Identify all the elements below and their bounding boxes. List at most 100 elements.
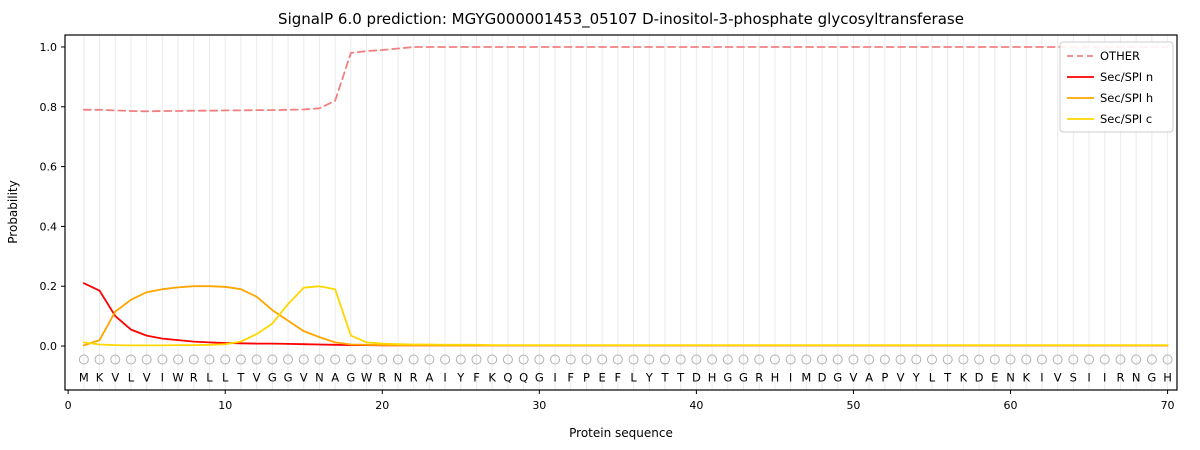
residue-letter: E [991,371,998,385]
residue-letter: I [553,371,556,385]
residue-letter: T [943,371,952,385]
residue-marker [1052,354,1063,365]
x-tick-label: 60 [1004,399,1018,412]
residue-letter: K [488,371,496,385]
legend: OTHER Sec/SPI n Sec/SPI h Sec/SPI c [1059,41,1174,133]
residue-marker [675,354,686,365]
plot-border [64,34,1178,391]
residue-marker [738,354,749,365]
y-tick-label: 1.0 [40,41,58,54]
residue-marker [644,354,655,365]
residue-marker [392,354,403,365]
residue-letter: G [535,371,544,385]
residue-marker [911,354,922,365]
series-line-sec-spi-c [82,285,1169,347]
residue-marker [550,354,561,365]
residue-marker [157,354,168,365]
residue-letter: T [236,371,245,385]
residue-letter: M [801,371,811,385]
residue-letter: F [473,371,480,385]
residue-marker [188,354,199,365]
residue-letter: I [443,371,446,385]
y-axis-label: Probability [6,180,20,243]
residue-markers [78,354,1173,365]
residue-letter: I [789,371,792,385]
residue-letter: M [79,371,89,385]
residue-marker [298,354,309,365]
residue-marker [283,354,294,365]
residue-letter: H [708,371,717,385]
residue-letter: Q [519,371,528,385]
residue-letter: V [253,371,261,385]
x-tick-label: 40 [689,399,703,412]
residue-marker [267,354,278,365]
residue-letter: K [96,371,104,385]
residue-letter: H [771,371,780,385]
x-tick-label: 10 [218,399,232,412]
residue-letter: G [739,371,748,385]
residue-letter: R [378,371,386,385]
residue-marker [879,354,890,365]
residue-letter: G [268,371,277,385]
residue-letter: A [865,371,873,385]
residue-letter: D [975,371,984,385]
residue-letter: T [676,371,685,385]
residue-letter: K [960,371,968,385]
residue-letter: Y [912,371,921,385]
residue-letter: N [1132,371,1141,385]
residue-letter: R [410,371,418,385]
residue-marker [141,354,152,365]
residue-marker [785,354,796,365]
residue-letter: R [755,371,763,385]
residue-letter: Y [645,371,654,385]
residue-letter: V [143,371,151,385]
residue-marker [989,354,1000,365]
residue-marker [1131,354,1142,365]
residue-letter: F [567,371,574,385]
residue-letter: Y [456,371,465,385]
residue-letter: N [1006,371,1015,385]
residue-marker [220,354,231,365]
residue-marker [330,354,341,365]
y-axis-ticks: 0.0 0.2 0.4 0.6 0.8 1.0 [40,41,65,353]
residue-letter: L [630,371,637,385]
residue-marker [1068,354,1079,365]
residue-letter: G [284,371,293,385]
residue-marker [1115,354,1126,365]
x-tick-label: 0 [65,399,72,412]
legend-box [1059,41,1174,133]
residue-letter: T [660,371,669,385]
residue-letter: V [850,371,858,385]
residue-marker [251,354,262,365]
residue-letter: I [161,371,164,385]
residue-marker [974,354,985,365]
residue-marker [1084,354,1095,365]
residue-marker [534,354,545,365]
residue-marker [958,354,969,365]
residue-marker [565,354,576,365]
residue-marker [471,354,482,365]
residue-marker [832,354,843,365]
residue-letter: Q [503,371,512,385]
residue-marker [769,354,780,365]
residue-marker [612,354,623,365]
residue-marker [235,354,246,365]
residue-letter: V [300,371,308,385]
legend-label: OTHER [1100,49,1140,63]
y-tick-label: 0.2 [40,280,58,293]
residue-letter: G [346,371,355,385]
residue-letter: S [1070,371,1077,385]
residue-letter: N [315,371,324,385]
y-tick-label: 0.0 [40,340,58,353]
residue-letter: F [615,371,622,385]
residue-letter: L [206,371,213,385]
y-tick-label: 0.4 [40,220,58,233]
residue-letter: L [929,371,936,385]
residue-marker [94,354,105,365]
x-axis-label: Protein sequence [569,426,673,440]
residue-marker [455,354,466,365]
residue-letter: R [1116,371,1124,385]
residue-marker [487,354,498,365]
residue-marker [1099,354,1110,365]
